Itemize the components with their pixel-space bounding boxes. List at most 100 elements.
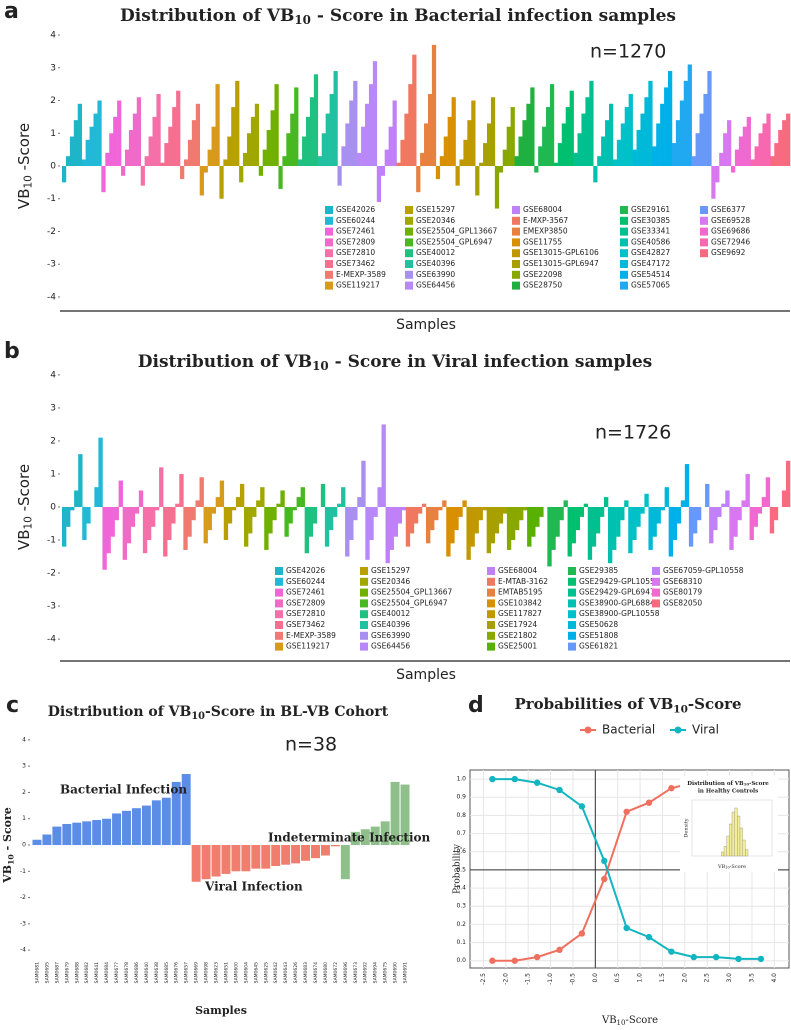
point <box>533 953 541 961</box>
legend-swatch <box>360 610 368 619</box>
bar <box>471 100 476 166</box>
bar <box>463 139 468 166</box>
legend-swatch <box>620 216 628 225</box>
bar <box>266 129 271 166</box>
y-axis-label-part: -Score <box>15 123 33 175</box>
chart-title-part: - Score in Bacterial infection samples <box>311 6 676 26</box>
bar <box>443 136 448 166</box>
bar <box>150 507 156 527</box>
x-tick-label: SAM0674 <box>313 962 319 983</box>
legend-swatch <box>325 238 333 247</box>
bar <box>161 797 171 845</box>
bar <box>246 133 252 166</box>
x-axis-label: Samples <box>396 317 456 333</box>
legend-swatch <box>512 270 520 279</box>
bar <box>126 507 132 544</box>
bar <box>152 116 157 166</box>
point <box>556 946 563 954</box>
legend-label: GSE119217 <box>286 642 330 651</box>
y-tick-label: 0.4 <box>456 885 466 892</box>
inset-y-label: Density <box>684 818 690 837</box>
bar <box>439 156 445 166</box>
bar <box>705 483 710 507</box>
bar <box>671 143 677 166</box>
bar <box>333 71 338 166</box>
bar <box>567 507 572 557</box>
bar <box>593 166 598 183</box>
legend-swatch <box>275 610 283 619</box>
legend-label: GSE117827 <box>498 609 542 618</box>
legend-label: GSE61821 <box>579 642 618 651</box>
bar <box>486 507 492 554</box>
bar <box>575 507 580 531</box>
bar <box>549 84 555 166</box>
bar <box>601 136 606 166</box>
bar <box>589 80 594 166</box>
bar <box>421 503 427 507</box>
legend-swatch <box>568 621 576 629</box>
bar <box>114 507 119 521</box>
chart-title-part: 10 <box>191 711 205 722</box>
bar <box>715 166 720 183</box>
bar <box>211 507 216 514</box>
bar <box>231 845 241 872</box>
bar <box>110 507 115 537</box>
bar <box>377 487 382 507</box>
bar <box>357 152 362 166</box>
bar <box>305 116 311 166</box>
bar <box>296 497 301 507</box>
bar <box>353 80 358 166</box>
point <box>556 786 563 794</box>
bar <box>483 143 488 166</box>
bar <box>762 123 767 166</box>
point <box>489 775 496 783</box>
bar <box>211 126 216 166</box>
y-tick-label: 2 <box>50 436 56 446</box>
bar <box>579 507 585 517</box>
bar <box>660 103 665 166</box>
panel-letter: b <box>4 339 20 364</box>
bar <box>320 483 326 507</box>
bar <box>620 507 625 521</box>
legend-label: GSE42827 <box>631 248 670 257</box>
y-tick-label: 0 <box>50 162 56 172</box>
legend-swatch <box>275 599 283 608</box>
bar <box>82 821 92 845</box>
histogram-bar <box>734 807 738 857</box>
bar <box>325 113 330 166</box>
bar <box>328 507 334 531</box>
legend-swatch <box>652 599 660 608</box>
bar <box>753 507 758 527</box>
legend-swatch <box>487 610 495 619</box>
x-tick-label: 0.0 <box>592 973 599 983</box>
y-tick-label: -4 <box>20 947 26 954</box>
x-tick-label: 3.0 <box>726 973 733 983</box>
point <box>712 953 720 961</box>
bar <box>518 136 523 166</box>
bar <box>156 93 161 166</box>
bar <box>535 507 540 527</box>
legend-key <box>584 726 592 734</box>
legend-label: GSE25504_GPL6947 <box>416 237 493 246</box>
y-tick-label: -3 <box>47 602 56 612</box>
bar <box>191 845 201 882</box>
x-tick-label: 1.0 <box>637 973 644 983</box>
legend-swatch <box>620 270 628 279</box>
bar <box>571 507 576 544</box>
legend-label: GSE73462 <box>286 620 325 629</box>
bar <box>455 166 460 186</box>
bar <box>385 507 390 564</box>
legend-label: GSE11755 <box>523 237 562 246</box>
bar <box>171 507 176 524</box>
y-tick-label: 1 <box>50 469 56 479</box>
y-tick-label: -1 <box>47 194 56 204</box>
bar <box>420 152 425 166</box>
point <box>623 808 630 815</box>
y-axis-label-part: VB <box>1 865 14 884</box>
bar <box>577 133 582 166</box>
legend-label: GSE21802 <box>498 631 537 640</box>
bar <box>585 97 590 166</box>
bar <box>235 80 240 166</box>
legend-swatch <box>275 588 283 597</box>
bar <box>320 845 330 856</box>
